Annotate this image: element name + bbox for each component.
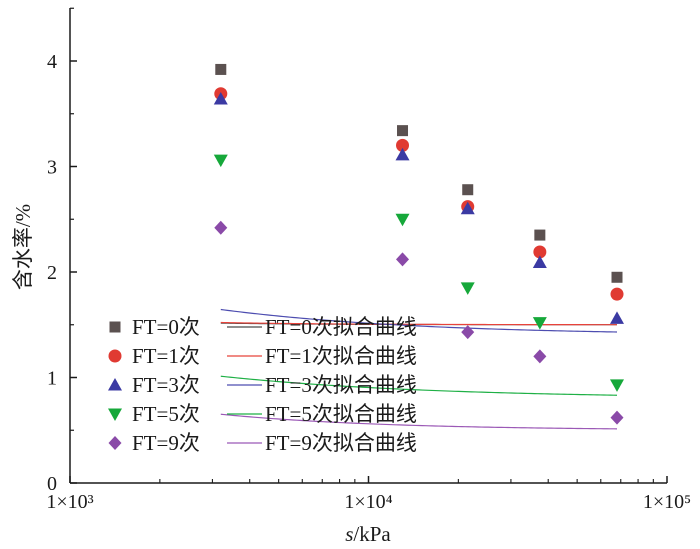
fit-curve xyxy=(220,413,618,430)
data-point xyxy=(460,201,475,215)
legend-fit-label: FT=9次拟合曲线 xyxy=(265,431,417,455)
legend-marker xyxy=(109,321,121,333)
data-point xyxy=(396,138,410,152)
fit-curves xyxy=(220,308,618,430)
data-point xyxy=(610,410,624,425)
data-point xyxy=(610,379,625,392)
data-point xyxy=(611,271,623,283)
data-points xyxy=(213,63,625,425)
legend-label: FT=0次 xyxy=(132,315,200,339)
data-point xyxy=(532,317,547,330)
x-tick-label: 1×10³ xyxy=(46,491,93,513)
legend-label: FT=1次 xyxy=(132,344,200,368)
data-point xyxy=(460,282,475,295)
data-point xyxy=(213,154,228,168)
data-point xyxy=(534,229,546,241)
data-point xyxy=(396,252,410,267)
fit-curve xyxy=(220,375,618,396)
legend-label: FT=3次 xyxy=(132,373,200,397)
legend-marker xyxy=(108,436,122,450)
data-point xyxy=(533,349,547,364)
x-tick-label: 1×10⁵ xyxy=(643,491,691,513)
data-point xyxy=(610,311,625,324)
legend-fit-label: FT=5次拟合曲线 xyxy=(265,402,417,426)
fit-curve xyxy=(220,321,617,326)
legend-label: FT=5次 xyxy=(132,402,200,426)
data-point xyxy=(397,125,409,137)
legend-fit-label: FT=0次拟合曲线 xyxy=(265,315,417,339)
data-point xyxy=(395,213,410,227)
data-point xyxy=(214,220,228,235)
data-point xyxy=(533,245,547,259)
data-point xyxy=(610,287,624,301)
data-point xyxy=(215,63,227,75)
legend-marker xyxy=(108,378,122,391)
legend-label: FT=9次 xyxy=(132,431,200,455)
data-point xyxy=(461,325,475,340)
legend-fit-label: FT=3次拟合曲线 xyxy=(265,373,417,397)
legend-marker xyxy=(108,408,122,421)
data-point xyxy=(532,255,547,269)
y-axis-title: 含水率/% xyxy=(11,204,35,290)
fit-curve xyxy=(220,308,618,333)
legend-marker xyxy=(108,349,122,363)
x-axis-title: s/kPa xyxy=(345,522,391,546)
y-tick-label: 1 xyxy=(47,368,57,390)
legend-fit-label: FT=1次拟合曲线 xyxy=(265,344,417,368)
data-point xyxy=(213,91,228,105)
y-tick-label: 2 xyxy=(47,262,57,284)
y-tick-label: 4 xyxy=(47,51,57,73)
y-tick-label: 0 xyxy=(47,473,57,495)
x-tick-label: 1×10⁴ xyxy=(344,491,392,513)
axis-ticks: 0 1 2 3 4 1×10³ 1×10⁴ 1×10⁵ xyxy=(46,7,691,513)
legend: FT=0次 FT=0次拟合曲线 FT=1次 FT=1次拟合曲线 FT=3次 FT=3次拟合… xyxy=(108,315,417,455)
data-point xyxy=(395,147,410,161)
data-point xyxy=(462,184,474,196)
y-tick-label: 3 xyxy=(47,157,57,179)
